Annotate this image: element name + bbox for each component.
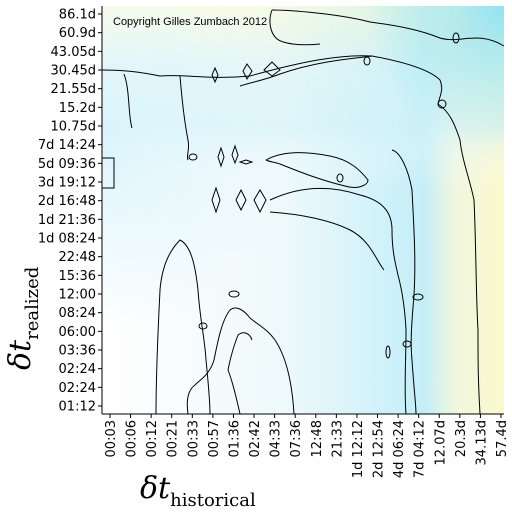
contour-left-lobe — [155, 239, 211, 415]
contour-diamond — [217, 146, 225, 168]
y-tick-label: 12:00 — [59, 288, 96, 303]
y-tick-label: 30.45d — [51, 64, 96, 79]
contour-island — [452, 32, 460, 44]
contour-island — [198, 322, 208, 330]
x-tick-label: 00:03 — [104, 420, 119, 457]
contour-diamond — [253, 189, 267, 214]
y-tick-label: 5d 09:36 — [38, 157, 96, 172]
contour-diamond — [211, 66, 219, 84]
y-tick-label: 60.9d — [59, 26, 96, 41]
contour-diamond — [263, 61, 281, 77]
y-axis-title-subscript: realized — [22, 267, 43, 340]
x-tick-label: 2d 12:54 — [372, 420, 387, 478]
contour-island — [336, 173, 344, 183]
contour-top-band — [271, 9, 505, 47]
contour-inner-band — [265, 152, 369, 188]
contour-island — [412, 293, 424, 301]
y-tick-label: 06:00 — [59, 325, 96, 340]
x-axis-ticks: 00:03 00:06 00:12 00:21 00:33 00:57 01:36 02:42… — [104, 414, 510, 478]
y-tick-label: 01:12 — [59, 400, 96, 415]
contour-mid-drop — [179, 75, 190, 161]
x-tick-label: 00:21 — [166, 420, 181, 457]
plot-area — [102, 6, 504, 414]
contour-upper-band — [101, 55, 443, 105]
x-tick-label: 57.4d — [495, 420, 510, 457]
x-tick-label: 00:33 — [186, 420, 201, 457]
contour-diamond — [238, 159, 254, 165]
contour-left-drop — [123, 73, 133, 129]
y-tick-label: 03:36 — [59, 344, 96, 359]
x-tick-label: 12:48 — [310, 420, 325, 457]
x-tick-label: 34.13d — [474, 420, 489, 465]
y-tick-label: 15:36 — [59, 269, 96, 284]
y-tick-label: 08:24 — [59, 306, 96, 321]
x-tick-label: 00:06 — [125, 420, 140, 457]
y-tick-label: 10.75d — [51, 120, 96, 135]
y-axis-title-symbol: δt — [3, 339, 38, 370]
y-tick-label: 2d 16:48 — [38, 194, 96, 209]
x-tick-label: 00:57 — [207, 420, 222, 457]
x-tick-label: 07:36 — [289, 420, 304, 457]
contour-diamond — [242, 63, 253, 81]
contour-upper-band-lower — [239, 55, 373, 87]
contour-island — [437, 99, 447, 109]
y-tick-label: 86.1d — [59, 8, 96, 23]
y-tick-label: 22:48 — [59, 250, 96, 265]
contour-diamond — [211, 186, 221, 214]
contour-island — [363, 56, 371, 66]
svg-text:δthistorical: δthistorical — [140, 471, 256, 511]
x-tick-label: 4d 06:24 — [392, 420, 407, 478]
y-tick-label: 02:24 — [59, 381, 96, 396]
contour-diamond — [235, 188, 247, 212]
contour-mid-band — [269, 187, 407, 415]
x-tick-label: 00:12 — [145, 420, 160, 457]
x-tick-label: 04:33 — [269, 420, 284, 457]
contour-diamond — [231, 144, 239, 165]
y-tick-label: 15.2d — [59, 101, 96, 116]
y-tick-label: 3d 19:12 — [38, 176, 96, 191]
contour-island — [188, 153, 198, 161]
y-tick-label: 7d 14:24 — [38, 138, 96, 153]
x-tick-label: 12.07d — [433, 420, 448, 465]
contour-left-box — [102, 157, 115, 189]
contour-island — [385, 345, 391, 359]
heat-corner-shade — [102, 6, 504, 414]
contour-mid-lobe — [186, 307, 295, 415]
copyright-text: Copyright Gilles Zumbach 2012 — [113, 16, 267, 28]
y-tick-label: 1d 21:36 — [38, 213, 96, 228]
x-tick-label: 02:42 — [248, 420, 263, 457]
contour-mid-band-top — [269, 211, 385, 271]
axis-frame — [101, 6, 504, 415]
y-axis-ticks: 86.1d 60.9d 43.05d 30.45d 21.55d 15.2d 10.75d 7… — [38, 8, 102, 415]
contour-island — [402, 340, 412, 348]
y-tick-label: 02:24 — [59, 362, 96, 377]
x-tick-label: 20.3d — [454, 420, 469, 457]
contour-right-boundary — [437, 103, 481, 415]
y-axis-title: δtrealized — [3, 267, 43, 370]
x-axis-title: δthistorical — [140, 471, 256, 511]
contour-inner-lobe — [227, 332, 253, 415]
y-tick-label: 1d 08:24 — [38, 232, 96, 247]
y-tick-label: 21.55d — [51, 82, 96, 97]
y-tick-label: 43.05d — [51, 45, 96, 60]
contour-top-upper-edge — [269, 9, 321, 46]
x-tick-label: 7d 04:12 — [413, 420, 428, 478]
x-axis-title-subscript: historical — [170, 490, 256, 511]
contour-island — [228, 290, 240, 298]
x-tick-label: 01:36 — [227, 420, 242, 457]
contour-lines — [101, 9, 505, 415]
x-tick-label: 21:33 — [330, 420, 345, 457]
x-tick-label: 1d 12:12 — [351, 420, 366, 478]
svg-text:δtrealized: δtrealized — [3, 267, 43, 370]
x-axis-title-symbol: δt — [140, 471, 171, 506]
